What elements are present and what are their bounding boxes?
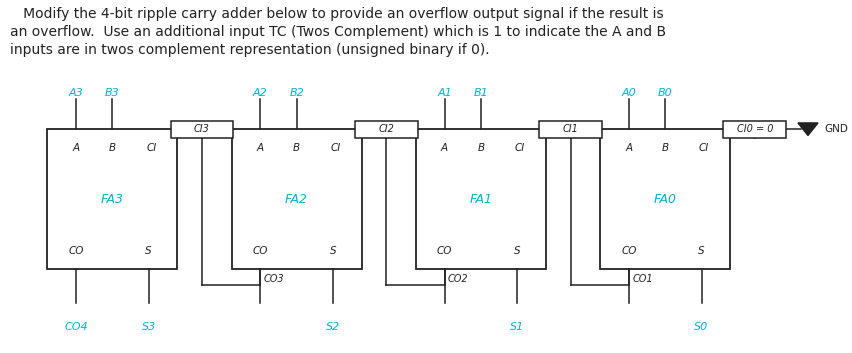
Text: A: A [256, 143, 263, 154]
Text: S: S [698, 246, 704, 256]
Text: A3: A3 [68, 88, 83, 98]
Text: S: S [145, 246, 152, 256]
Bar [416, 129, 545, 269]
Bar [232, 129, 361, 269]
Bar [170, 121, 233, 138]
Text: B: B [661, 143, 668, 154]
Bar [354, 121, 417, 138]
Text: B: B [477, 143, 484, 154]
Text: B1: B1 [473, 88, 487, 98]
Text: CI: CI [514, 143, 524, 154]
Text: CO1: CO1 [631, 274, 652, 285]
Text: CO: CO [252, 246, 268, 256]
Text: CI2: CI2 [378, 124, 394, 134]
Text: FA3: FA3 [101, 193, 124, 206]
Text: A0: A0 [621, 88, 636, 98]
Text: FA2: FA2 [285, 193, 308, 206]
Text: CI: CI [698, 143, 708, 154]
Text: B3: B3 [105, 88, 119, 98]
Bar [48, 129, 177, 269]
Text: S0: S0 [694, 322, 708, 332]
Bar [538, 121, 602, 138]
Bar [722, 121, 786, 138]
Text: B: B [109, 143, 116, 154]
Text: S2: S2 [325, 322, 340, 332]
Text: Modify the 4-bit ripple carry adder below to provide an overflow output signal i: Modify the 4-bit ripple carry adder belo… [9, 7, 665, 58]
Text: S: S [514, 246, 520, 256]
Text: CO: CO [68, 246, 83, 256]
Text: CI1: CI1 [562, 124, 578, 134]
Polygon shape [797, 123, 817, 136]
Text: CO: CO [620, 246, 636, 256]
Text: FA0: FA0 [653, 193, 676, 206]
Text: CI0 = 0: CI0 = 0 [735, 124, 772, 134]
Text: CO4: CO4 [64, 322, 88, 332]
Text: CI: CI [330, 143, 340, 154]
Text: CI3: CI3 [193, 124, 210, 134]
Text: FA1: FA1 [469, 193, 492, 206]
Text: GND: GND [824, 124, 848, 134]
Text: B2: B2 [289, 88, 303, 98]
Text: CI: CI [146, 143, 156, 154]
Text: A: A [625, 143, 631, 154]
Text: S3: S3 [141, 322, 156, 332]
Text: B: B [293, 143, 300, 154]
Text: B0: B0 [657, 88, 671, 98]
Text: A: A [440, 143, 447, 154]
Bar [600, 129, 729, 269]
Text: CO: CO [436, 246, 452, 256]
Text: A1: A1 [437, 88, 452, 98]
Text: S: S [329, 246, 336, 256]
Text: A2: A2 [252, 88, 268, 98]
Text: S1: S1 [509, 322, 524, 332]
Text: A: A [72, 143, 79, 154]
Text: CO3: CO3 [263, 274, 284, 285]
Text: CO2: CO2 [447, 274, 468, 285]
